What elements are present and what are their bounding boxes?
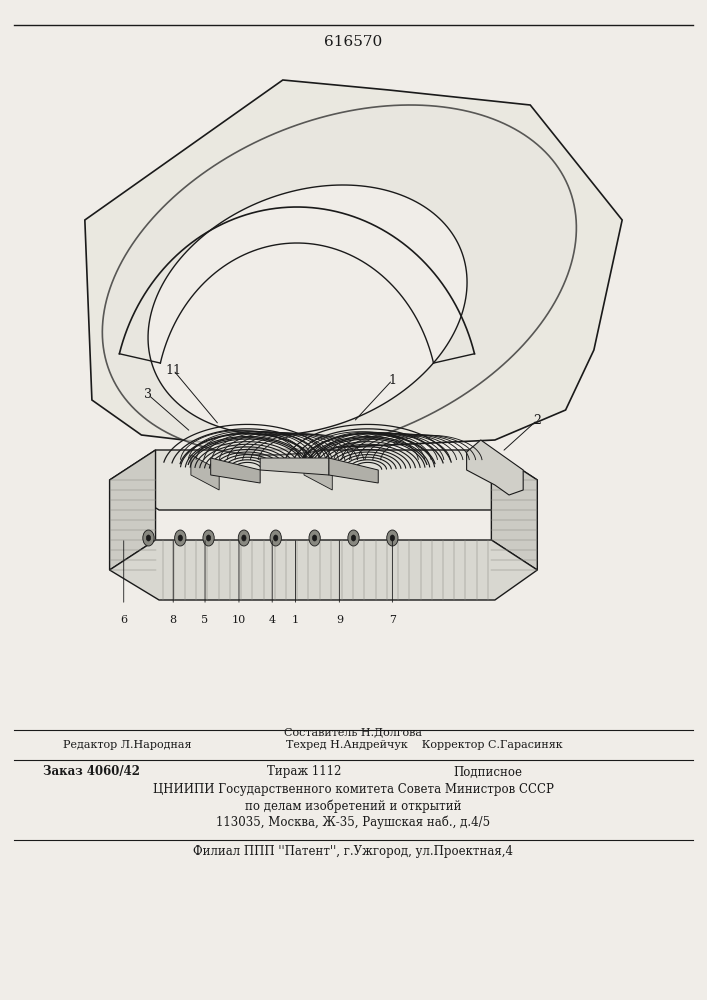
Polygon shape (329, 458, 378, 483)
Polygon shape (103, 105, 576, 455)
Polygon shape (85, 80, 622, 450)
Text: 6: 6 (120, 615, 127, 625)
Text: 4: 4 (269, 615, 276, 625)
Text: 11: 11 (165, 363, 181, 376)
Text: Составитель Н.Долгова: Составитель Н.Долгова (284, 727, 423, 737)
Text: Подписное: Подписное (453, 766, 522, 778)
Circle shape (143, 530, 154, 546)
Text: Тираж 1112: Тираж 1112 (267, 766, 341, 778)
Polygon shape (110, 450, 537, 510)
Text: 1: 1 (388, 373, 397, 386)
Circle shape (175, 530, 186, 546)
Text: Техред Н.Андрейчук    Корректор С.Гарасиняк: Техред Н.Андрейчук Корректор С.Гарасиняк (286, 740, 563, 750)
Text: 616570: 616570 (325, 35, 382, 49)
Circle shape (387, 530, 398, 546)
Circle shape (146, 535, 151, 541)
Circle shape (178, 535, 182, 541)
Polygon shape (110, 540, 537, 600)
Text: Филиал ППП ''Патент'', г.Ужгород, ул.Проектная,4: Филиал ППП ''Патент'', г.Ужгород, ул.Про… (194, 846, 513, 858)
Text: 113035, Москва, Ж-35, Раушская наб., д.4/5: 113035, Москва, Ж-35, Раушская наб., д.4… (216, 815, 491, 829)
Polygon shape (260, 458, 329, 475)
Circle shape (351, 535, 356, 541)
Text: 8: 8 (170, 615, 177, 625)
Text: 10: 10 (232, 615, 246, 625)
Circle shape (348, 530, 359, 546)
Circle shape (309, 530, 320, 546)
Text: 1: 1 (292, 615, 299, 625)
Circle shape (390, 535, 395, 541)
Polygon shape (467, 440, 523, 495)
Text: Заказ 4060/42: Заказ 4060/42 (43, 766, 141, 778)
Text: 3: 3 (144, 388, 153, 401)
Polygon shape (191, 455, 219, 490)
Circle shape (242, 535, 246, 541)
Circle shape (206, 535, 211, 541)
Polygon shape (148, 185, 467, 435)
Text: Редактор Л.Народная: Редактор Л.Народная (63, 740, 192, 750)
Circle shape (203, 530, 214, 546)
Text: 2: 2 (533, 414, 542, 426)
Text: ЦНИИПИ Государственного комитета Совета Министров СССР: ЦНИИПИ Государственного комитета Совета … (153, 784, 554, 796)
Polygon shape (304, 455, 332, 490)
Circle shape (274, 535, 278, 541)
Polygon shape (491, 450, 537, 570)
Text: 7: 7 (389, 615, 396, 625)
Circle shape (238, 530, 250, 546)
Polygon shape (110, 450, 156, 570)
Polygon shape (211, 458, 260, 483)
Text: 5: 5 (201, 615, 209, 625)
Circle shape (312, 535, 317, 541)
Text: 9: 9 (336, 615, 343, 625)
Circle shape (270, 530, 281, 546)
Text: по делам изобретений и открытий: по делам изобретений и открытий (245, 799, 462, 813)
